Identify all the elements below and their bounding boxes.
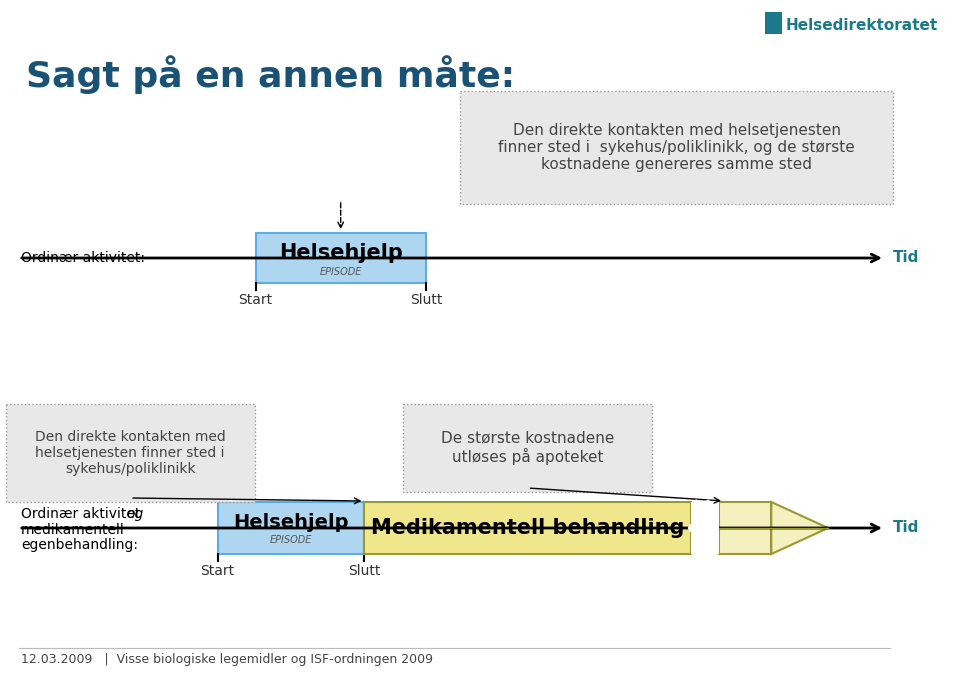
- Text: Tid: Tid: [893, 251, 919, 266]
- Text: EPISODE: EPISODE: [320, 267, 362, 277]
- Text: og: og: [127, 507, 144, 521]
- Text: Sagt på en annen måte:: Sagt på en annen måte:: [27, 55, 516, 94]
- FancyBboxPatch shape: [218, 502, 365, 554]
- Text: Start: Start: [238, 293, 273, 307]
- Text: Helsehjelp: Helsehjelp: [278, 243, 402, 263]
- FancyBboxPatch shape: [691, 502, 719, 554]
- Text: De største kostnadene
utløses på apoteket: De største kostnadene utløses på apoteke…: [441, 431, 614, 465]
- Text: Start: Start: [201, 564, 235, 578]
- Text: Helsehjelp: Helsehjelp: [233, 512, 348, 531]
- FancyBboxPatch shape: [719, 502, 771, 554]
- Text: egenbehandling:: egenbehandling:: [21, 538, 138, 552]
- Text: Slutt: Slutt: [348, 564, 380, 578]
- Text: Slutt: Slutt: [410, 293, 442, 307]
- Text: Ordinær aktivitet: Ordinær aktivitet: [21, 507, 145, 521]
- Text: Ordinær aktivitet:: Ordinær aktivitet:: [21, 251, 145, 265]
- Text: EPISODE: EPISODE: [270, 535, 312, 545]
- FancyBboxPatch shape: [403, 404, 652, 492]
- FancyBboxPatch shape: [255, 233, 426, 283]
- Text: Medikamentell behandling: Medikamentell behandling: [371, 518, 684, 538]
- FancyBboxPatch shape: [6, 404, 254, 502]
- Text: medikamentell: medikamentell: [21, 523, 125, 537]
- Text: Den direkte kontakten med helsetjenesten
finner sted i  sykehus/poliklinikk, og : Den direkte kontakten med helsetjenesten…: [498, 122, 855, 172]
- FancyBboxPatch shape: [460, 91, 894, 204]
- Text: Den direkte kontakten med
helsetjenesten finner sted i
sykehus/poliklinikk: Den direkte kontakten med helsetjenesten…: [35, 430, 226, 476]
- Text: Helsedirektoratet: Helsedirektoratet: [785, 18, 938, 33]
- Text: 12.03.2009   |  Visse biologiske legemidler og ISF-ordningen 2009: 12.03.2009 | Visse biologiske legemidler…: [21, 654, 433, 667]
- Text: Tid: Tid: [893, 521, 919, 535]
- FancyBboxPatch shape: [765, 12, 781, 34]
- FancyBboxPatch shape: [365, 502, 691, 554]
- Polygon shape: [771, 502, 828, 554]
